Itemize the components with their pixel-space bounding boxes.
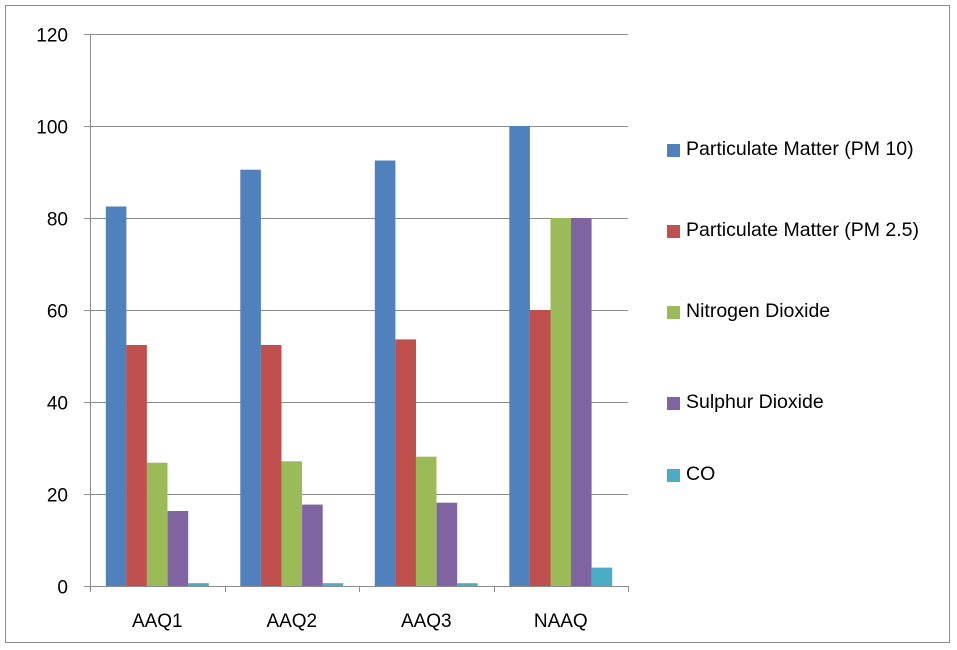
bar — [457, 583, 478, 586]
bar — [167, 511, 189, 586]
bar — [126, 345, 147, 586]
bar — [591, 567, 613, 586]
bar — [188, 583, 209, 586]
legend-label: Particulate Matter (PM 10) — [686, 138, 914, 160]
bar — [374, 160, 396, 586]
legend-label: Particulate Matter (PM 2.5) — [686, 219, 919, 241]
chart-frame — [5, 5, 950, 643]
y-tick-label: 60 — [47, 302, 68, 323]
bar — [105, 206, 127, 586]
legend-label: Sulphur Dioxide — [686, 391, 824, 413]
bar — [550, 218, 572, 586]
legend-swatch — [667, 225, 680, 238]
x-tick-label: NAAQ — [534, 611, 588, 632]
y-tick-label: 80 — [47, 210, 68, 231]
bar — [146, 462, 168, 586]
bar — [302, 504, 323, 586]
bar — [436, 502, 458, 586]
legend-swatch — [667, 144, 680, 157]
bar — [395, 339, 416, 586]
bar — [281, 461, 302, 586]
x-tick-label: AAQ1 — [132, 611, 183, 632]
bar — [240, 169, 261, 586]
bar — [415, 456, 437, 586]
bar — [571, 218, 592, 586]
y-tick-label: 40 — [47, 394, 68, 415]
legend-label: CO — [686, 463, 716, 485]
bar — [260, 345, 282, 586]
legend-swatch — [667, 306, 680, 319]
legend-label: Nitrogen Dioxide — [686, 300, 831, 322]
y-tick-label: 120 — [36, 26, 68, 47]
y-tick-label: 0 — [57, 578, 68, 599]
y-tick-label: 20 — [47, 486, 68, 507]
x-tick-label: AAQ3 — [401, 611, 452, 632]
bar — [322, 583, 344, 586]
legend-swatch — [667, 469, 680, 482]
bar — [509, 126, 530, 586]
legend-swatch — [667, 397, 680, 410]
x-tick-label: AAQ2 — [266, 611, 317, 632]
bar — [529, 310, 551, 586]
y-tick-label: 100 — [36, 118, 68, 139]
